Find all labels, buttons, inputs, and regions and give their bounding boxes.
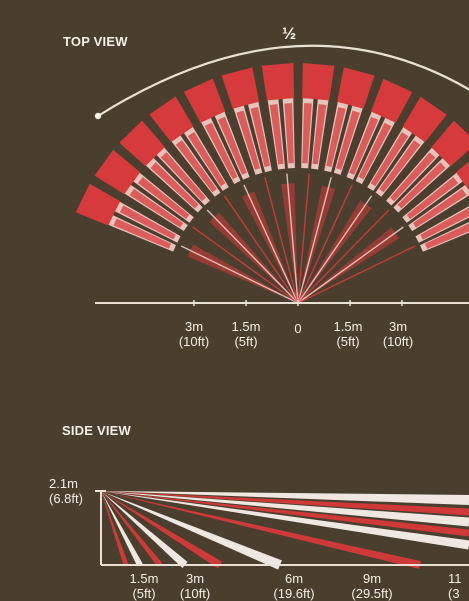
outer-beam-core	[250, 107, 270, 167]
fan-ray	[223, 195, 299, 304]
top-axis-ticks	[193, 300, 403, 306]
side-view-title: SIDE VIEW	[62, 423, 131, 438]
outer-beam-core	[150, 162, 199, 209]
side-beam	[101, 491, 163, 567]
beam-fan-group	[75, 63, 469, 304]
outer-beam-core	[349, 116, 379, 175]
top-view-title: TOP VIEW	[63, 34, 128, 49]
outer-beam-core	[336, 110, 360, 170]
outer-beam-core	[138, 177, 190, 219]
outer-beam-core	[113, 218, 172, 249]
side-beam	[101, 491, 143, 567]
outer-beam-core	[424, 223, 469, 249]
outer-beam-core	[119, 205, 176, 240]
fan-ray	[286, 173, 299, 304]
outer-beam-tip	[221, 67, 260, 109]
arc-end-dot	[94, 112, 102, 120]
fan-ray	[180, 245, 299, 304]
side-view-diagram	[95, 490, 469, 570]
side-beam	[101, 491, 469, 550]
side-beam	[101, 491, 469, 527]
side-beam-group	[101, 491, 469, 570]
coverage-arc	[97, 44, 469, 117]
side-beam	[101, 491, 469, 516]
fan-ray	[297, 209, 390, 304]
outer-beam-core	[302, 103, 312, 164]
outer-beam-tip	[94, 149, 141, 195]
outer-beam-core	[358, 122, 392, 180]
side-beam	[101, 491, 421, 569]
outer-beam-core	[413, 188, 467, 228]
side-tick-label: 6m (19.6ft)	[273, 571, 315, 601]
outer-beam-core	[406, 177, 459, 220]
top-tick-label: 3m (10ft)	[178, 319, 210, 349]
top-tick-label: 1.5m (5ft)	[231, 319, 261, 349]
side-tick-label: 9m (29.5ft)	[351, 571, 393, 601]
outer-beam-tip	[75, 183, 121, 226]
outer-beam-tip	[149, 96, 194, 142]
outer-beam-core	[204, 122, 238, 180]
outer-beam-tip	[183, 78, 226, 123]
fan-ray	[297, 226, 404, 304]
fan-ray	[297, 245, 416, 304]
outer-beam-core	[217, 116, 247, 175]
outer-beam-core	[390, 152, 436, 202]
fan-ray	[297, 177, 332, 304]
outer-beam-core	[236, 110, 260, 170]
outer-beam-tip	[261, 63, 295, 101]
inner-beam	[302, 185, 336, 284]
outer-beam-tip	[371, 78, 413, 123]
outer-beam-tip	[456, 161, 469, 191]
outer-beam-tip	[402, 96, 447, 143]
outer-beam-tip	[337, 67, 375, 109]
top-tick-label: 0	[294, 321, 302, 336]
inner-beam	[281, 183, 298, 284]
outer-beam-core	[160, 152, 206, 202]
side-tick-label: 1.5m (5ft)	[129, 571, 159, 601]
outer-beam-core	[370, 132, 409, 187]
outer-beam-tip	[302, 63, 335, 101]
outer-beam-tip	[119, 120, 165, 167]
outer-beam-core	[175, 140, 217, 193]
top-view-diagram	[75, 44, 469, 306]
fan-ray	[192, 226, 299, 304]
outer-beam-core	[420, 207, 469, 240]
top-tick-label: 1.5m (5ft)	[333, 319, 363, 349]
outer-beam-core	[284, 103, 294, 164]
outer-beam-core	[326, 107, 346, 167]
fan-ray	[297, 195, 373, 304]
angle-label: ½	[282, 24, 297, 43]
fan-ray	[297, 173, 310, 304]
outer-beam-core	[397, 162, 446, 209]
outer-beam-core	[187, 132, 226, 187]
top-tick-label: 3m (10ft)	[382, 319, 414, 349]
fan-ray	[297, 184, 353, 304]
side-beam	[101, 491, 188, 568]
outer-beam-core	[269, 104, 284, 165]
side-beam	[101, 491, 469, 537]
side-beam	[101, 491, 469, 505]
outer-beam-core	[129, 188, 184, 228]
side-tick-label: 3m (10ft)	[179, 571, 211, 601]
height-label: 2.1m (6.8ft)	[49, 476, 83, 506]
outer-beam-tip	[431, 120, 469, 167]
fan-ray	[243, 184, 299, 304]
side-beam	[101, 491, 129, 566]
outer-beam-core	[312, 104, 327, 165]
side-beam	[101, 491, 282, 570]
side-beam	[101, 491, 223, 569]
fan-ray	[264, 177, 299, 304]
outer-beam-core	[379, 140, 421, 193]
fan-ray	[206, 209, 299, 304]
side-tick-label: 11 (3	[448, 571, 462, 601]
